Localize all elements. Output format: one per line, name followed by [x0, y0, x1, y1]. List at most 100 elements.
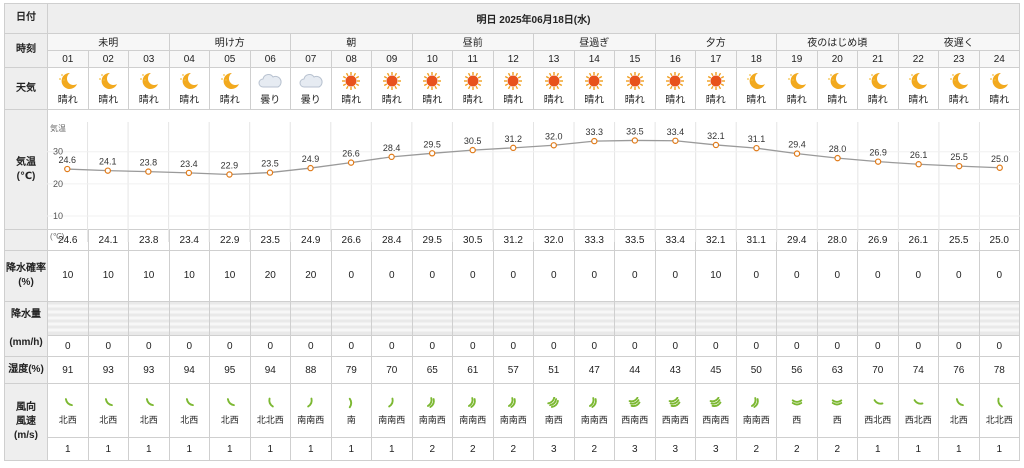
- temperature-point: [185, 169, 193, 177]
- forecast-table: 日付 明日 2025年06月18日(水) 時刻 未明 明け方朝昼前 昼過ぎ 夕方 夜のは…: [4, 3, 1020, 461]
- weather-cell: 晴れ: [47, 67, 89, 111]
- temperature-point: [753, 144, 760, 152]
- wind-direction-text: 北西: [58, 414, 77, 425]
- weather-cell: 曇り: [249, 67, 291, 111]
- rain-bar: [573, 300, 615, 337]
- moon-icon: [210, 71, 249, 91]
- hour-cell: 09: [371, 49, 413, 69]
- weather-text: 晴れ: [98, 95, 119, 107]
- wind-speed-value: 1: [249, 437, 291, 461]
- rain-amount-value: 0: [249, 335, 291, 357]
- wind-speed-value: 2: [492, 437, 534, 461]
- wind-direction-text: 南西: [544, 414, 563, 425]
- rain-probability-value: 0: [857, 249, 899, 302]
- hour-cell: 03: [128, 49, 170, 69]
- wind-arrow-icon: [791, 399, 802, 406]
- temperature-point: [307, 164, 314, 172]
- rain-bar: [978, 300, 1020, 337]
- rain-bar: [492, 300, 534, 337]
- wind-arrow-icon: [186, 398, 195, 406]
- wind-cell: 南南西: [735, 383, 777, 439]
- sun-icon: [372, 71, 411, 91]
- rain-probability-value: 0: [654, 249, 696, 302]
- rain-amount-value: 0: [857, 335, 899, 357]
- rain-probability-value: 20: [290, 249, 332, 302]
- hour-cell: 23: [938, 49, 980, 69]
- wind-arrow-icon: [145, 398, 154, 406]
- wind-direction-text: 北西: [949, 414, 968, 425]
- rain-amount-value: 0: [168, 335, 210, 357]
- wind-direction-text: 南南西: [297, 414, 325, 425]
- rain-amount-value: 0: [87, 335, 129, 357]
- temperature-point-label: 28.4: [383, 143, 401, 153]
- wind-arrow-icon: [105, 398, 114, 406]
- moon-icon: [858, 71, 897, 91]
- hour-cell: 11: [452, 49, 494, 69]
- rain-probability-value: 0: [816, 249, 858, 302]
- hour-cell: 13: [533, 49, 575, 69]
- weather-cell: 晴れ: [573, 67, 615, 111]
- temperature-point-label: 23.5: [261, 159, 279, 169]
- hour-cell: 14: [573, 49, 615, 69]
- temp-value: 28.4: [371, 229, 413, 251]
- wind-cell: 南南西: [492, 383, 534, 439]
- wind-arrow-icon: [547, 396, 559, 408]
- rain-amount-value: 0: [695, 335, 737, 357]
- wind-cell: 南南西: [452, 383, 494, 439]
- temperature-point-label: 25.0: [991, 154, 1009, 164]
- wind-speed-value: 2: [816, 437, 858, 461]
- wind-cell: 南南西: [371, 383, 413, 439]
- weather-text: 晴れ: [665, 95, 686, 107]
- wind-speed-value: 2: [573, 437, 615, 461]
- temperature-point-label: 32.0: [545, 131, 563, 141]
- rain-bar: [168, 300, 210, 337]
- rain-amount-value: 0: [371, 335, 413, 357]
- wind-cell: 西: [816, 383, 858, 439]
- wind-direction-text: 西北西: [904, 414, 932, 425]
- weather-cell: 晴れ: [533, 67, 575, 111]
- hour-cell: 06: [249, 49, 291, 69]
- temperature-point-label: 22.9: [221, 161, 239, 171]
- rain-probability-value: 10: [695, 249, 737, 302]
- humidity-value: 47: [573, 355, 615, 385]
- temperature-point: [834, 154, 841, 162]
- humidity-value: 44: [614, 355, 656, 385]
- rain-prob-line1: 降水確率: [6, 262, 46, 274]
- wind-arrow-icon: [997, 397, 1004, 408]
- rain-amount-value: 0: [209, 335, 251, 357]
- rain-amount-value: 0: [897, 335, 939, 357]
- temperature-point-label: 26.1: [910, 150, 928, 160]
- wind-speed-value: 1: [128, 437, 170, 461]
- sun-icon: [413, 71, 452, 91]
- rain-probability-value: 0: [897, 249, 939, 302]
- temperature-point-label: 24.9: [302, 154, 320, 164]
- wind-cell: 北西: [938, 383, 980, 439]
- rain-amount-value: 0: [654, 335, 696, 357]
- temperature-point-label: 33.3: [586, 127, 604, 137]
- hour-cell: 15: [614, 49, 656, 69]
- temperature-point-label: 32.1: [707, 131, 725, 141]
- temperature-point: [266, 169, 274, 176]
- wind-direction-text: 北西: [139, 414, 158, 425]
- rain-bar: [735, 300, 777, 337]
- humidity-value: 50: [735, 355, 777, 385]
- rain-probability-value: 0: [330, 249, 372, 302]
- weather-text: 晴れ: [57, 95, 78, 107]
- wind-speed-value: 1: [857, 437, 899, 461]
- temperature-line-chart: 気温 (℃) 30 20 10 24.6 24.1 23.8 23.4 22.9 23.5 24.9 2…: [47, 122, 1020, 242]
- temp-value: 25.0: [978, 229, 1020, 251]
- wind-speed-value: 1: [290, 437, 332, 461]
- wind-cell: 南南西: [411, 383, 453, 439]
- moon-icon: [48, 71, 87, 91]
- wind-cell: 西南西: [654, 383, 696, 439]
- temperature-point-label: 31.2: [504, 134, 522, 144]
- weather-text: 晴れ: [381, 95, 402, 107]
- temperature-point: [996, 164, 1003, 171]
- period-4: 昼過ぎ: [533, 32, 656, 51]
- temp-value: 26.6: [330, 229, 372, 251]
- humidity-value: 63: [816, 355, 858, 385]
- wind-arrow-icon: [226, 398, 235, 406]
- rain-probability-value: 0: [614, 249, 656, 302]
- wind-direction-text: 南南西: [378, 414, 406, 425]
- rain-bar: [371, 300, 413, 337]
